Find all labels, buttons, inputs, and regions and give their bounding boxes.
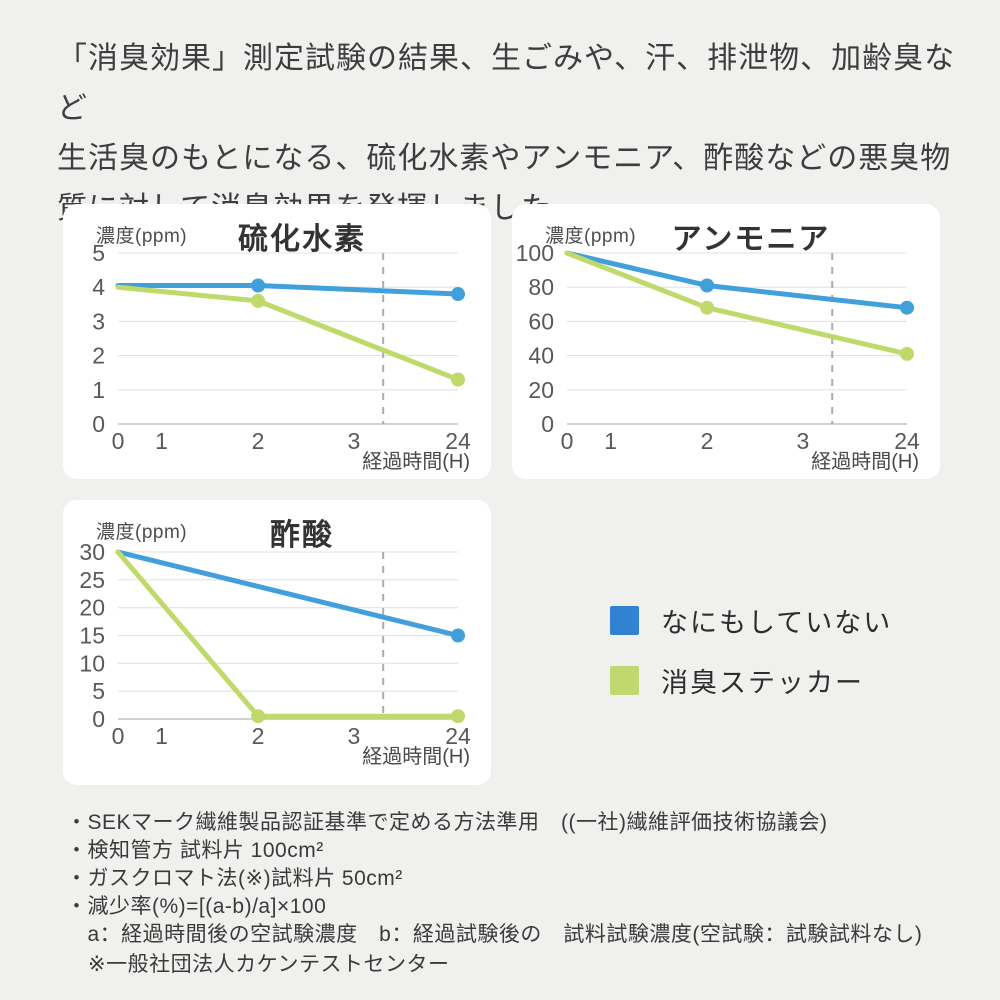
legend-item-deodorant-sticker: 消臭ステッカー [610,661,892,700]
svg-text:10: 10 [79,650,105,676]
legend-item-untreated: なにもしていない [610,601,892,640]
svg-text:1: 1 [92,377,105,403]
green-color-swatch [610,666,639,695]
blue-color-swatch [610,606,639,635]
footnotes: ・SEKマーク繊維製品認証基準で定める方法準用 ((一社)繊維評価技術協議会) … [66,809,966,949]
legend: なにもしていない 消臭ステッカー [610,601,892,721]
svg-text:2: 2 [701,428,714,454]
chart-card-ammonia: 100 80 60 40 20 0 0 1 2 3 24 経過時間(H) 濃度(ppm) アンモニア [512,204,940,479]
note-line: ・減少率(%)=[(a-b)/a]×100 [66,895,327,918]
svg-text:3: 3 [348,723,361,749]
svg-text:0: 0 [561,428,574,454]
svg-text:60: 60 [528,308,554,334]
legend-label: 消臭ステッカー [661,668,864,698]
svg-text:1: 1 [155,723,168,749]
note-line: ・SEKマーク繊維製品認証基準で定める方法準用 ((一社)繊維評価技術協議会) [66,811,828,834]
note-line: a：経過時間後の空試験濃度 b：経過試験後の 試料試験濃度(空試験：試験試料なし… [66,923,923,946]
svg-text:20: 20 [528,377,554,403]
svg-text:2: 2 [252,723,265,749]
legend-label: なにもしていない [661,608,893,638]
svg-text:2: 2 [252,428,265,454]
svg-text:100: 100 [516,240,554,266]
svg-text:15: 15 [79,623,105,649]
svg-text:40: 40 [528,343,554,369]
agency-note: ※一般社団法人カケンテストセンター [88,953,450,976]
chart-card-acetic-acid: 30 25 20 15 10 5 0 0 1 2 3 24 経過時間(H) 濃度(ppm) 酢酸 [63,500,491,785]
svg-text:30: 30 [79,539,105,565]
chart-title: 硫化水素 [238,223,366,256]
svg-text:0: 0 [112,428,125,454]
svg-text:0: 0 [92,706,105,732]
chart-title: 酢酸 [270,519,334,552]
svg-text:経過時間(H): 経過時間(H) [362,450,470,473]
svg-text:3: 3 [92,308,105,334]
y-axis-unit-label: 濃度(ppm) [545,226,637,247]
svg-text:24: 24 [445,428,471,454]
svg-text:経過時間(H): 経過時間(H) [811,450,919,473]
svg-text:5: 5 [92,678,105,704]
svg-text:24: 24 [894,428,920,454]
y-axis-unit-label: 濃度(ppm) [96,226,188,247]
svg-text:24: 24 [445,723,471,749]
svg-text:3: 3 [348,428,361,454]
header-line: 「消臭効果」測定試験の結果、生ごみや、汗、排泄物、加齢臭など [57,42,956,125]
svg-text:1: 1 [604,428,617,454]
chart-title: アンモニア [671,223,831,256]
svg-text:25: 25 [79,567,105,593]
note-line: ・検知管方 試料片 100cm² [66,839,324,862]
svg-text:2: 2 [92,343,105,369]
svg-text:1: 1 [155,428,168,454]
svg-text:3: 3 [797,428,810,454]
svg-text:経過時間(H): 経過時間(H) [362,745,470,768]
svg-text:0: 0 [92,411,105,437]
svg-text:4: 4 [92,274,105,300]
svg-text:80: 80 [528,274,554,300]
chart-card-hydrogen-sulfide: 5 4 3 2 1 0 0 1 2 3 24 経過時間(H) 濃度(ppm) 硫化水素 [63,204,491,479]
header-line: 生活臭のもとになる、硫化水素やアンモニア、酢酸などの悪臭物 [57,142,952,175]
svg-text:20: 20 [79,595,105,621]
svg-text:0: 0 [112,723,125,749]
svg-text:0: 0 [541,411,554,437]
y-axis-unit-label: 濃度(ppm) [96,522,188,543]
svg-text:5: 5 [92,240,105,266]
note-line: ・ガスクロマト法(※)試料片 50cm² [66,867,403,890]
